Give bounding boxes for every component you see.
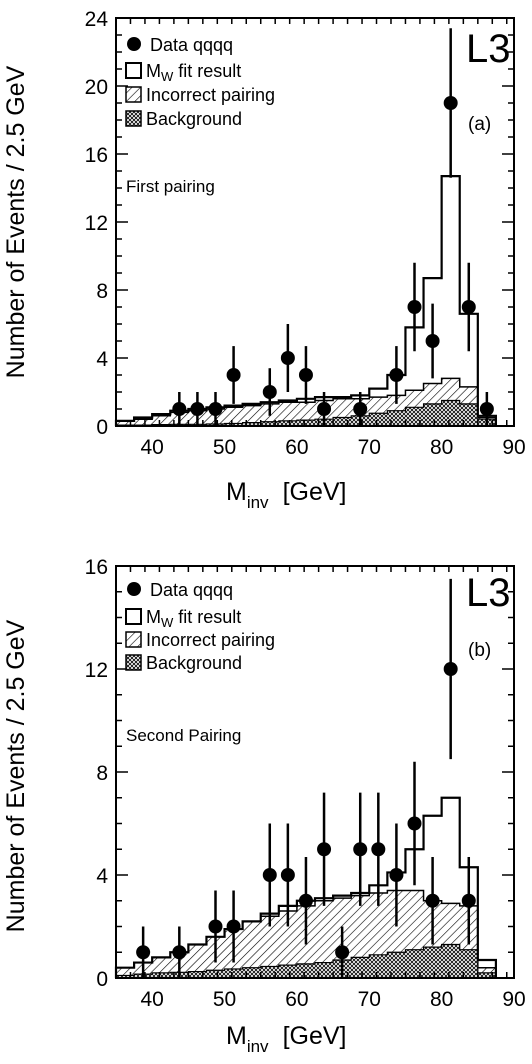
panel-a-data-point-0 [172, 402, 187, 416]
panel-b-y-tick-label-4: 16 [85, 556, 108, 579]
panel-b-y-tick-label-0: 0 [96, 968, 108, 991]
panel-b-data-point-10 [371, 842, 386, 857]
legend-data-label: Data qqqq [150, 580, 233, 600]
panel-a-data-point-6 [298, 368, 313, 382]
panel-a-data-point-14 [479, 402, 494, 416]
panel-a-x-tick-label-4: 80 [430, 436, 453, 459]
panel-a-y-tick-label-5: 20 [85, 76, 108, 99]
panel-b-y-tick-label-2: 8 [96, 762, 108, 785]
panel-b-legend: Data qqqq MW fit result Incorrect pairin… [125, 580, 275, 673]
legend-incorrect-swatch [125, 86, 142, 103]
panel-b-annotation: Second Pairing [126, 726, 241, 745]
panel-a-data-point-11 [425, 334, 440, 348]
panel-b-data-point-3 [226, 919, 241, 934]
legend-fit-swatch [125, 62, 142, 79]
panel-a-y-tick-label-1: 4 [96, 348, 108, 371]
panel-b-data-point-6 [298, 893, 313, 908]
panel-a-annotation: First pairing [126, 177, 215, 196]
panel-b-data-point-11 [389, 868, 404, 882]
panel-a-data-point-9 [389, 368, 404, 382]
panel-a-x-tick-label-5: 90 [502, 436, 525, 459]
panel-a-data-point-10 [407, 300, 422, 314]
panel-a-y-tick-label-6: 24 [85, 8, 109, 31]
legend-incorrect-label: Incorrect pairing [146, 630, 275, 650]
panel-b-x-axis-label: Minv [GeV] [226, 1022, 346, 1056]
legend-incorrect-swatch [125, 631, 142, 648]
panel-a-plot-area: 40 50 60 70 80 90 0 4 8 12 16 20 24 [85, 8, 526, 459]
legend-data-marker [127, 582, 141, 596]
legend-incorrect-label: Incorrect pairing [146, 85, 275, 105]
panel-a-x-tick-label-3: 70 [358, 436, 381, 459]
panel-b-data-point-8 [335, 945, 350, 960]
panel-a-data-point-12 [443, 96, 458, 110]
panel-b-x-tick-label-4: 80 [430, 988, 453, 1011]
panel-b-data-point-0 [136, 945, 151, 960]
panel-a-fit-result-line [114, 175, 498, 426]
panel-a-experiment-label: L3 [466, 27, 511, 71]
legend-background-label: Background [146, 109, 242, 129]
panel-b-y-tick-label-1: 4 [96, 865, 108, 888]
panel-a-x-axis-label: Minv [GeV] [226, 478, 346, 512]
panel-a-first-pairing: 40 50 60 70 80 90 0 4 8 12 16 20 24 Data qqqq MW fit… [2, 8, 526, 512]
panel-b-data-point-15 [461, 893, 476, 908]
panel-a-legend: Data qqqq MW fit result Incorrect pairin… [125, 35, 275, 129]
panel-a-data-point-7 [317, 402, 332, 416]
panel-b-data-point-9 [353, 842, 368, 857]
panel-a-y-tick-label-2: 8 [96, 280, 108, 303]
panel-b-x-tick-label-5: 90 [502, 988, 525, 1011]
legend-background-swatch [125, 110, 142, 127]
panel-b-x-tick-label-0: 40 [141, 988, 164, 1011]
legend-fit-label: MW fit result [146, 607, 241, 630]
panel-b-data-point-7 [317, 842, 332, 857]
panel-b-y-axis-label: Number of Events / 2.5 GeV [2, 619, 30, 932]
legend-fit-swatch [125, 608, 142, 625]
panel-a-data-point-1 [190, 402, 205, 416]
panel-b-data-point-1 [172, 945, 187, 960]
panel-b-data-point-4 [262, 868, 277, 882]
panel-a-y-tick-label-3: 12 [85, 212, 108, 235]
legend-background-swatch [125, 654, 142, 671]
panel-a-data-point-3 [226, 368, 241, 382]
panel-b-data-point-13 [425, 893, 440, 908]
panel-a-data-point-5 [280, 351, 295, 365]
panel-a-x-tick-label-0: 40 [141, 436, 164, 459]
panel-b-y-tick-label-3: 12 [85, 659, 108, 682]
panel-b-experiment-label: L3 [466, 571, 511, 615]
legend-data-label: Data qqqq [150, 35, 233, 55]
legend-background-label: Background [146, 653, 242, 673]
legend-fit-label: MW fit result [146, 61, 241, 84]
legend-data-marker [127, 37, 141, 51]
panel-b-x-tick-label-2: 60 [285, 988, 308, 1011]
panel-b-x-tick-label-1: 50 [213, 988, 236, 1011]
panel-a-y-tick-label-4: 16 [85, 144, 108, 167]
panel-a-y-tick-label-0: 0 [96, 416, 108, 439]
panel-a-data-point-8 [353, 402, 368, 416]
panel-b-data-point-14 [443, 662, 458, 676]
panel-b-second-pairing: 40 50 60 70 80 90 0 4 8 12 16 Data qqqq MW fit res… [2, 556, 526, 1056]
panel-a-tag: (a) [468, 114, 491, 135]
panel-a-data-point-4 [262, 385, 277, 399]
panel-a-data-point-13 [461, 300, 476, 314]
panel-b-data-point-2 [208, 919, 223, 934]
panel-a-data-point-2 [208, 402, 223, 416]
panel-b-data-point-5 [280, 868, 295, 882]
panel-b-tag: (b) [468, 640, 491, 661]
panel-a-y-axis-label: Number of Events / 2.5 GeV [2, 65, 30, 378]
panel-b-background-area [115, 943, 497, 979]
panel-b-data-point-12 [407, 816, 422, 831]
panel-a-x-tick-label-2: 60 [285, 436, 308, 459]
panel-a-x-tick-label-1: 50 [213, 436, 236, 459]
panel-b-x-tick-label-3: 70 [358, 988, 381, 1011]
panel-b-plot-area: 40 50 60 70 80 90 0 4 8 12 16 [85, 556, 526, 1011]
